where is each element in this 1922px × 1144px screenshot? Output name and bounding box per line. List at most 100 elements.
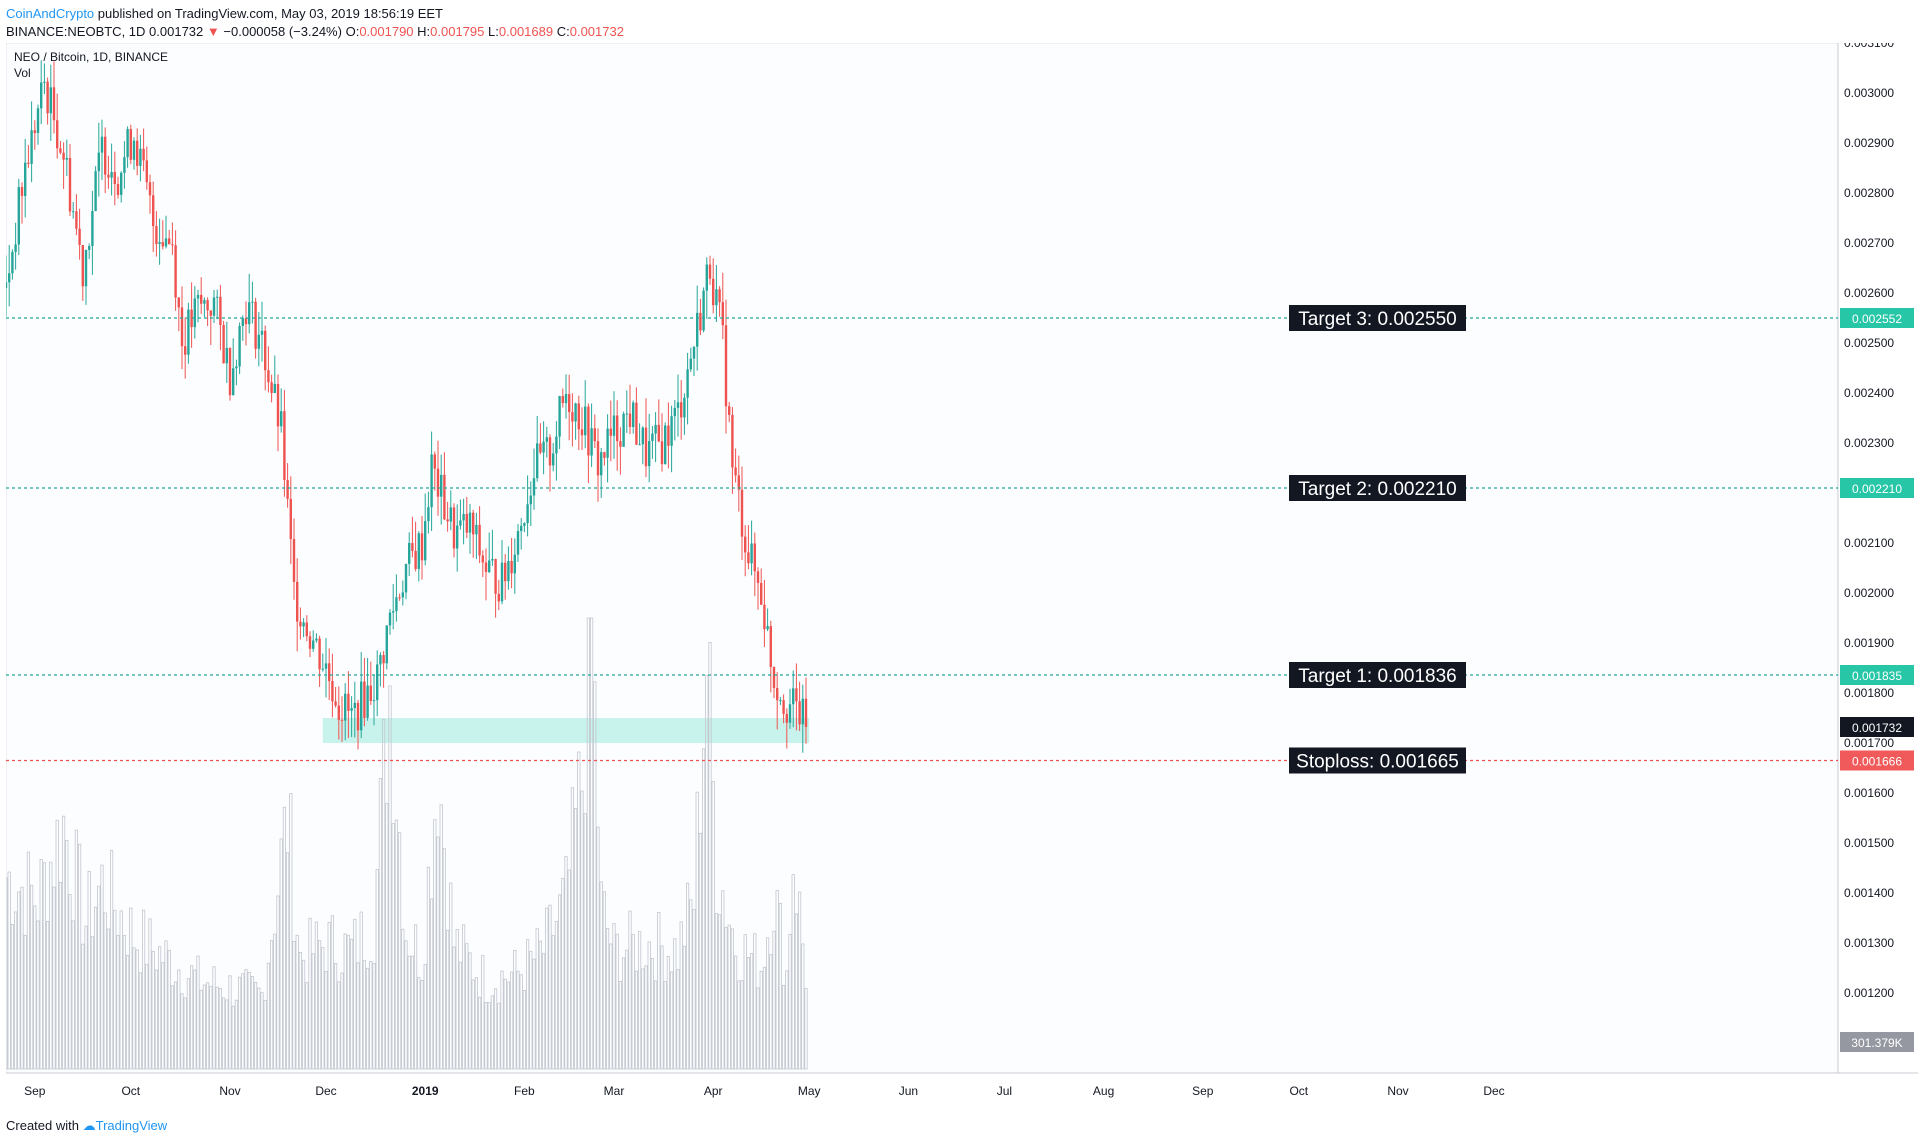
volume-bar xyxy=(452,946,456,1070)
time-axis-tick-label: 2019 xyxy=(412,1084,439,1098)
volume-bar xyxy=(135,949,139,1070)
candle-body xyxy=(459,520,462,526)
publish-info: published on TradingView.com, May 03, 20… xyxy=(97,6,443,21)
candle-body xyxy=(603,452,606,458)
volume-bar xyxy=(625,949,629,1070)
volume-bar xyxy=(333,963,338,1070)
volume-bar xyxy=(433,819,437,1070)
volume-bar xyxy=(477,996,482,1070)
candle-body xyxy=(324,663,328,669)
volume-bar xyxy=(285,852,290,1070)
volume-bar xyxy=(340,972,344,1070)
candle-body xyxy=(17,187,20,245)
volume-bar xyxy=(154,969,158,1070)
candle-body xyxy=(398,597,401,599)
volume-bar xyxy=(666,956,671,1070)
candle-body xyxy=(577,403,580,430)
volume-bar xyxy=(465,943,469,1070)
candle-body xyxy=(760,582,763,605)
candle-body xyxy=(424,521,427,561)
candle-body xyxy=(257,334,260,349)
volume-bar xyxy=(301,959,306,1070)
candle-body xyxy=(251,301,254,303)
candle-body xyxy=(88,246,91,250)
time-axis-tick-label: Oct xyxy=(121,1084,140,1098)
volume-bar xyxy=(269,940,274,1070)
candle-body xyxy=(609,428,612,436)
volume-bar xyxy=(638,931,642,1070)
volume-bar xyxy=(759,970,763,1070)
level-label-box xyxy=(1289,475,1466,501)
volume-bar xyxy=(577,751,581,1070)
candle-body xyxy=(724,325,728,407)
symbol-info-line: BINANCE:NEOBTC, 1D 0.001732 ▼ −0.000058 … xyxy=(6,22,624,42)
candle-body xyxy=(81,244,84,287)
candlestick-series xyxy=(4,60,808,753)
footer-branding: Created with ☁TradingView xyxy=(6,1116,167,1136)
candle-body xyxy=(782,700,785,714)
candle-body xyxy=(8,273,11,283)
candle-body xyxy=(328,663,331,682)
volume-bar xyxy=(695,791,699,1070)
time-axis-tick-label: Nov xyxy=(219,1084,240,1098)
volume-bar xyxy=(548,904,552,1070)
price-axis[interactable]: 0.003100 0.003000 0.002900 0.002800 0.002700… xyxy=(1844,36,1894,1000)
candle-body xyxy=(331,681,334,702)
candle-body xyxy=(260,330,264,335)
candle-body xyxy=(414,550,417,569)
volume-bar xyxy=(397,832,402,1070)
volume-bar xyxy=(311,953,315,1070)
volume-bar xyxy=(157,946,162,1070)
chart-legend-title: NEO / Bitcoin, 1D, BINANCE xyxy=(14,50,168,64)
candle-body xyxy=(315,638,318,641)
candle-body xyxy=(571,412,574,422)
chart-container[interactable]: Target 3: 0.002550 Target 2: 0.002210 Targ… xyxy=(4,36,1918,1107)
candle-body xyxy=(190,309,193,328)
last-volume-tag xyxy=(1840,1032,1914,1052)
volume-bar xyxy=(279,838,283,1070)
volume-bar xyxy=(167,949,171,1070)
price-chart[interactable]: Target 3: 0.002550 Target 2: 0.002210 Targ… xyxy=(4,36,1918,1107)
volume-bar xyxy=(385,803,389,1070)
candle-body xyxy=(318,638,321,670)
author-link[interactable]: CoinAndCrypto xyxy=(6,6,95,21)
candle-body xyxy=(555,436,558,454)
candle-body xyxy=(532,478,536,496)
price-axis-tick-label: 0.001300 xyxy=(1844,936,1894,950)
candle-body xyxy=(408,542,411,564)
volume-bar xyxy=(727,924,731,1070)
candle-body xyxy=(200,294,203,304)
candle-body xyxy=(744,536,747,553)
high-label: H: xyxy=(417,24,431,39)
volume-bar xyxy=(244,969,248,1070)
time-axis-tick-label: Dec xyxy=(1483,1084,1504,1098)
candle-body xyxy=(120,172,123,195)
volume-bar xyxy=(308,917,312,1070)
candle-body xyxy=(171,244,174,246)
level-label-box xyxy=(1289,747,1466,774)
candle-body xyxy=(24,162,27,197)
candle-body xyxy=(539,443,542,453)
level-price-tag xyxy=(1840,478,1914,498)
candle-body xyxy=(388,612,392,626)
candle-body xyxy=(107,174,110,178)
volume-bar xyxy=(129,907,133,1070)
volume-series xyxy=(4,617,808,1070)
volume-bar xyxy=(29,884,34,1070)
candle-body xyxy=(788,704,792,723)
volume-bar xyxy=(196,955,200,1070)
volume-bar xyxy=(574,808,578,1070)
candle-body xyxy=(180,307,184,347)
volume-bar xyxy=(670,971,674,1070)
volume-bar xyxy=(631,934,635,1070)
candle-body xyxy=(792,688,795,705)
volume-bar xyxy=(583,813,587,1070)
candle-body xyxy=(449,507,452,522)
time-axis[interactable]: Sep Oct Nov Dec 2019 Feb Mar Apr May Jun Jul Aug Sep… xyxy=(24,1084,1505,1098)
candle-body xyxy=(49,87,52,114)
volume-bar xyxy=(49,861,53,1070)
candle-body xyxy=(481,555,484,563)
tradingview-brand[interactable]: TradingView xyxy=(95,1118,168,1133)
level-price-tag-text: 0.001666 xyxy=(1852,755,1902,769)
candle-body xyxy=(286,479,289,499)
